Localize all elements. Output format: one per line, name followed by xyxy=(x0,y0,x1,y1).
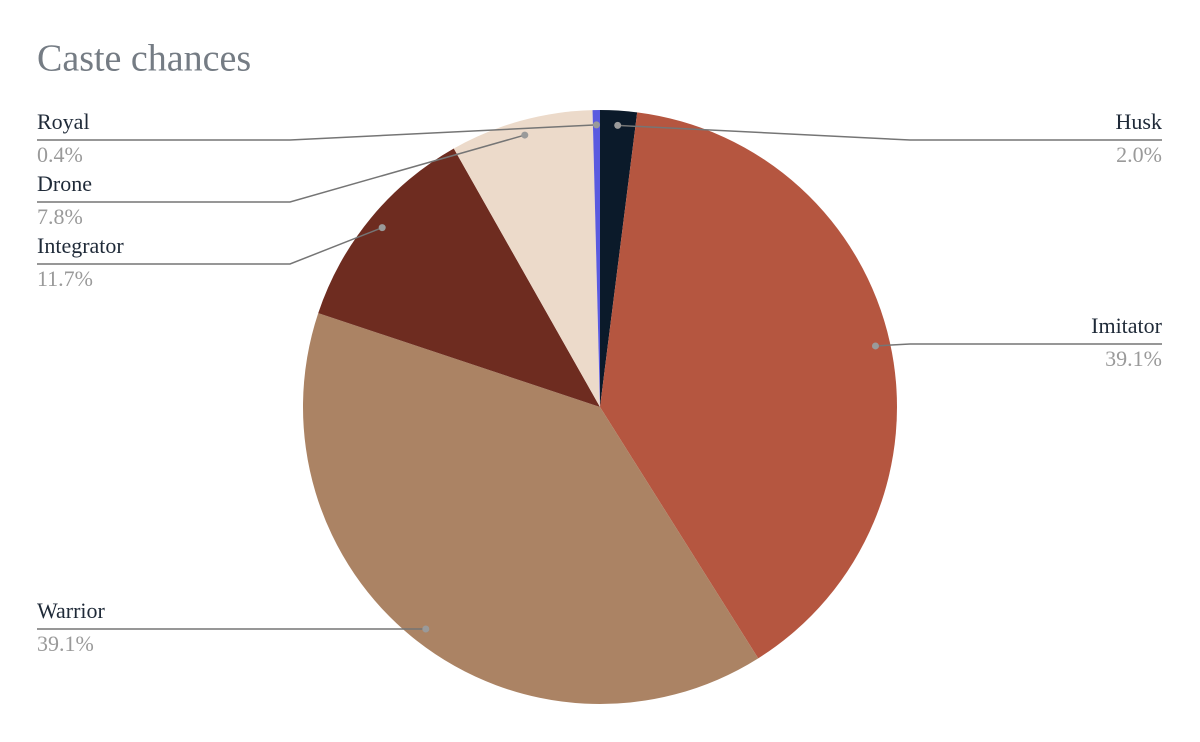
pie-slice xyxy=(600,112,897,659)
slice-label: Drone xyxy=(37,171,92,196)
slice-label: Husk xyxy=(1116,109,1162,134)
slice-label: Royal xyxy=(37,109,90,134)
leader-dot xyxy=(614,121,622,129)
slice-label: Integrator xyxy=(37,233,124,258)
leader-line xyxy=(617,124,1162,141)
pie-slice xyxy=(600,110,638,407)
pie-slice xyxy=(318,148,600,407)
slice-value: 0.4% xyxy=(37,142,83,167)
leader-line xyxy=(875,343,1162,347)
pie-slice xyxy=(303,313,759,704)
leader-line xyxy=(37,134,525,203)
leader-dot xyxy=(871,342,879,350)
leader-line xyxy=(37,124,597,141)
slice-value: 39.1% xyxy=(37,631,94,656)
slice-value: 39.1% xyxy=(1105,346,1162,371)
leader-line xyxy=(37,226,383,265)
leader-dot xyxy=(521,131,529,139)
leader-dot xyxy=(422,625,430,633)
slice-value: 2.0% xyxy=(1116,142,1162,167)
leader-dot xyxy=(378,224,386,232)
pie-slice xyxy=(453,110,600,408)
slice-value: 7.8% xyxy=(37,204,83,229)
slice-label: Warrior xyxy=(37,598,106,623)
slice-value: 11.7% xyxy=(37,266,93,291)
pie-slice xyxy=(592,110,600,407)
leader-dot xyxy=(592,121,600,129)
slice-label: Imitator xyxy=(1091,313,1163,338)
chart-title: Caste chances xyxy=(37,38,251,80)
